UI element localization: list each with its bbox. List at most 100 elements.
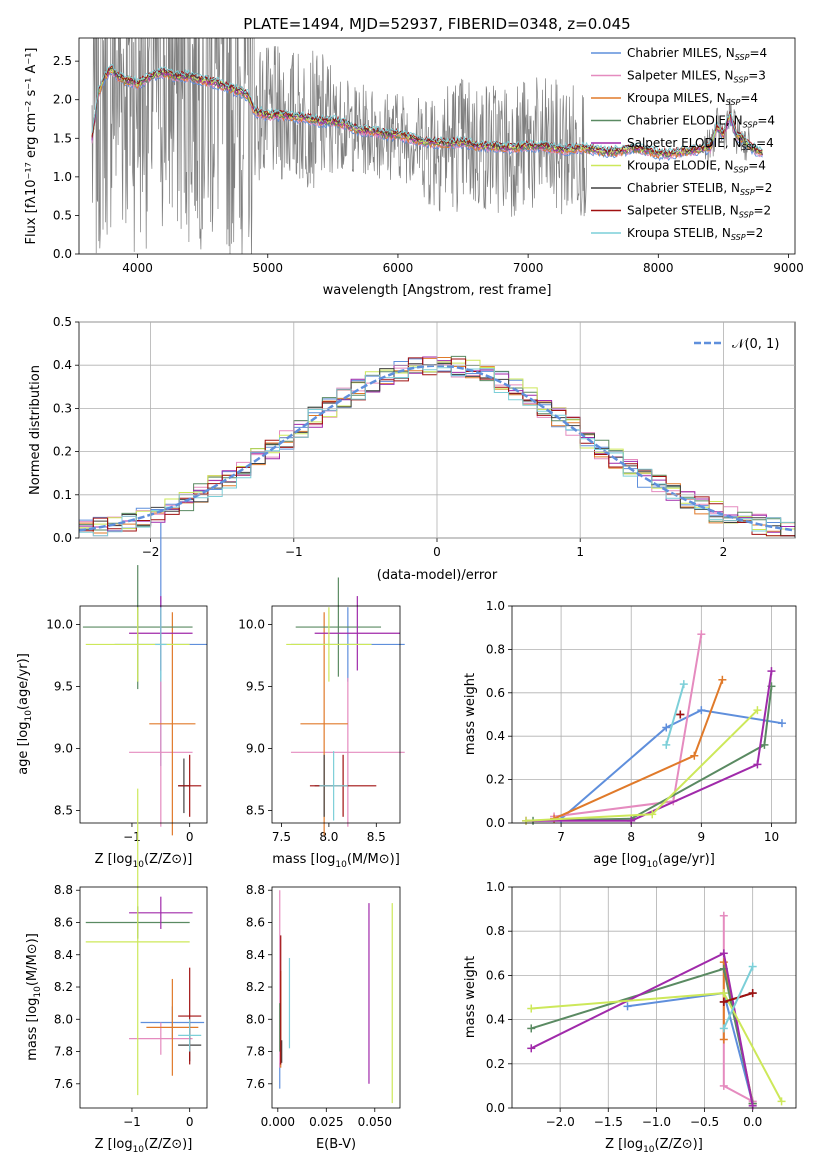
age_vs_z-ylabel-sub: 10 [24,710,34,722]
weight_vs_age-xlabel-sub: 10 [646,860,658,870]
legend-label-pre: Chabrier STELIB, N [627,181,740,195]
x-tick-label: −2.0 [546,1115,575,1129]
x-tick-label: 0.025 [309,1115,343,1129]
mass_vs_z-panel: −1 07.67.88.08.28.48.68.8Z [log10(Z/Z⊙)]m… [25,788,208,1155]
mass_vs_z-ticks: −1 0 7.6 7.8 8.0 8.2 8.4 8.6 8.8 [54,883,194,1129]
legend-label-pre: Salpeter ELODIE, N [627,136,741,150]
weight_vs_age-xlabel-pre: age [log [593,852,646,867]
legend-label-pre: Chabrier ELODIE, N [627,114,743,128]
y-tick-label: 0.6 [486,968,505,982]
x-tick-label: −1 [285,545,303,559]
mass_vs_z-xlabel: Z [log10(Z/Z⊙)] [95,1137,193,1155]
age_vs_mass-panel: 7.5 8.0 8.5 8.5 9.0 9.5 10.0 mass [log10(M/M⊙)] [238,577,405,870]
weight_vs_z-xlabel: Z [log10(Z/Z⊙)] [605,1137,703,1155]
age_vs_mass-xlabel: mass [log10(M/M⊙)] [272,852,400,870]
x-tick-label: 8000 [643,261,674,275]
legend-gaussian-label: 𝒩(0, 1) [732,337,779,352]
mass_vs_z-xlabel-sub: 10 [133,1145,145,1155]
weight_vs_z-panel: −2.0 −1.5 −1.0 −0.5 0.0 0.0 0.2 0.4 0.6 0.8 1.0 Z [… [463,880,797,1155]
mass_vs_z-ylabel-pre: mass [log [25,998,40,1061]
spectrum-panel: 4000 5000 6000 7000 8000 9000 0.0 0.5 1.0 1.5 2.0 2… [24,37,804,298]
weight_vs_z-ylabel: mass weight [463,956,478,1038]
y-tick-label: 0.4 [53,358,72,372]
residuals-legend: 𝒩(0, 1) [694,337,779,352]
x-tick-label: 0 [186,1115,194,1129]
x-tick-label: 5000 [252,261,283,275]
mass_vs_ebv-xlabel: E(B-V) [316,1137,356,1152]
age_vs_z-xlabel-post: (Z/Z⊙)] [144,852,192,867]
x-tick-label: 7.5 [272,830,291,844]
spectrum-frame [78,37,796,255]
y-tick-label: 9.5 [54,680,73,694]
x-tick-label: 1 [576,545,584,559]
weight_vs_z-xlabel-post: (Z/Z⊙)] [655,1137,703,1152]
legend-label-pre: Salpeter MILES, N [627,69,734,83]
legend-label-post: =2 [755,181,773,195]
y-tick-label: 8.4 [54,948,73,962]
y-tick-label: 0.3 [53,401,72,415]
series-line-chabrier_elodie [532,686,773,822]
x-tick-label: −1.0 [642,1115,671,1129]
series-line-kroupa_stelib [665,683,685,746]
legend-label-post: =2 [746,226,764,240]
y-tick-label: 8.8 [246,883,265,897]
spectrum-model-kroupa_miles [91,70,763,159]
legend-label-post: =2 [753,204,771,218]
y-tick-label: 1.0 [486,599,505,613]
y-tick-label: 7.8 [54,1045,73,1059]
series-line-chabrier_miles [560,709,783,820]
legend-label-sub: SSP [743,121,758,130]
spectrum-model-chabrier_elodie [91,68,763,158]
legend-label-sub: SSP [741,143,756,152]
mass_vs_z-ylabel-sub: 10 [33,986,43,998]
x-tick-label: 8.0 [319,830,338,844]
spectrum-ylabel: Flux [fλ10⁻¹⁷ erg cm⁻² s⁻¹ A⁻¹] [24,48,39,245]
x-tick-label: 10 [764,830,779,844]
x-tick-label: 6000 [383,261,414,275]
figure-title: PLATE=1494, MJD=52937, FIBERID=0348, z=0… [243,15,630,33]
mass_vs_z-xlabel-post: (Z/Z⊙)] [144,1137,192,1152]
series-line-salpeter_elodie [530,951,754,1106]
y-tick-label: 0.0 [486,816,505,830]
legend-label-sub: SSP [731,233,746,242]
legend-label-kroupa_stelib: Kroupa STELIB, NSSP=2 [627,226,763,242]
weight_vs_age-frame [511,605,797,824]
legend-label-post: =4 [748,159,766,173]
y-tick-label: 7.6 [54,1077,73,1091]
age_vs_z-frame [79,605,208,824]
y-tick-label: 8.4 [246,948,265,962]
y-tick-label: 8.2 [246,980,265,994]
legend-label-post: =4 [756,136,774,150]
legend-label-sub: SSP [734,76,749,85]
x-tick-label: −1 [123,830,141,844]
legend-label-salpeter_elodie: Salpeter ELODIE, NSSP=4 [627,136,774,152]
y-tick-label: 0.4 [486,1013,505,1027]
x-tick-label: 0 [186,830,194,844]
y-tick-label: 0.0 [53,531,72,545]
legend-label-sub: SSP [734,166,749,175]
x-tick-label: −1 [123,1115,141,1129]
y-tick-label: 8.0 [246,1012,265,1026]
y-tick-label: 9.0 [246,742,265,756]
mass_vs_z-frame [79,886,208,1109]
x-tick-label: 9 [698,830,706,844]
series-line-salpeter_miles [553,634,703,818]
x-tick-label: 8.5 [367,830,386,844]
age_vs_z-xlabel-pre: Z [log [95,852,133,867]
y-tick-label: 8.8 [54,883,73,897]
y-tick-label: 8.5 [246,804,265,818]
x-tick-label: −0.5 [690,1115,719,1129]
mass_vs_z-xlabel-pre: Z [log [95,1137,133,1152]
mass_vs_ebv-ticks: 0.000 0.025 0.050 7.6 7.8 8.0 8.2 8.4 8.6 8.8 [246,883,392,1129]
legend-label-kroupa_miles: Kroupa MILES, NSSP=4 [627,91,758,107]
y-tick-label: 10.0 [238,618,265,632]
spectrum-xlabel: wavelength [Angstrom, rest frame] [323,283,552,298]
y-tick-label: 0.4 [486,729,505,743]
weight_vs_z-xlabel-sub: 10 [643,1145,655,1155]
y-tick-label: 0.8 [486,642,505,656]
y-tick-label: 0.5 [53,208,72,222]
y-tick-label: 2.0 [53,93,72,107]
series-line-kroupa_stelib [722,966,754,1029]
